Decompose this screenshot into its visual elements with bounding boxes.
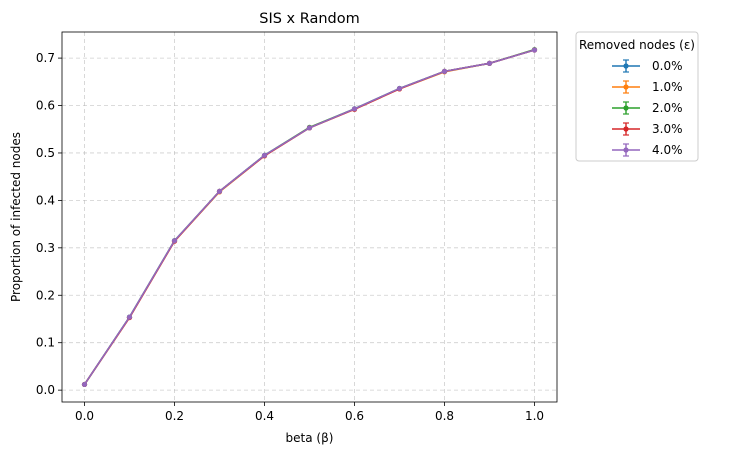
x-tick-label: 0.8 [435, 409, 454, 423]
data-point [81, 381, 88, 388]
legend-label: 4.0% [652, 143, 683, 157]
grid [62, 32, 557, 402]
legend-label: 2.0% [652, 101, 683, 115]
data-point [171, 238, 178, 244]
plot-background [62, 32, 557, 402]
legend-item: 3.0% [612, 122, 683, 136]
y-tick-label: 0.3 [36, 241, 55, 255]
y-axis: 0.0 0.1 0.2 0.3 0.4 0.5 0.6 0.7 [36, 51, 62, 397]
legend-marker [623, 105, 629, 111]
legend-marker [623, 63, 629, 69]
x-tick-label: 0.6 [345, 409, 364, 423]
data-point [396, 85, 403, 92]
legend-title: Removed nodes (ε) [579, 38, 695, 52]
data-point [216, 188, 223, 194]
data-point [351, 106, 358, 112]
y-tick-label: 0.0 [36, 383, 55, 397]
x-tick-label: 0.0 [75, 409, 94, 423]
legend-marker [623, 84, 629, 90]
y-tick-label: 0.4 [36, 193, 55, 207]
data-point [126, 314, 133, 320]
y-tick-label: 0.5 [36, 146, 55, 160]
y-tick-label: 0.1 [36, 336, 55, 350]
chart-title: SIS x Random [259, 11, 360, 27]
x-tick-label: 0.2 [165, 409, 184, 423]
y-axis-label: Proportion of infected nodes [9, 132, 23, 302]
legend: Removed nodes (ε) 0.0% 1.0% 2.0% 3.0% 4.0% [575, 31, 699, 162]
legend-item: 1.0% [612, 80, 683, 94]
legend-marker [623, 147, 629, 153]
legend-item: 2.0% [612, 101, 683, 115]
x-axis-label: beta (β) [286, 431, 334, 445]
plot-frame [61, 31, 558, 403]
y-tick-label: 0.7 [36, 51, 55, 65]
data-point [261, 152, 268, 158]
legend-frame [575, 31, 699, 162]
y-tick-label: 0.6 [36, 99, 55, 113]
data-point [441, 68, 448, 74]
legend-label: 3.0% [652, 122, 683, 136]
data-point [531, 47, 538, 53]
legend-item: 4.0% [612, 143, 683, 157]
x-tick-label: 1.0 [525, 409, 544, 423]
y-tick-label: 0.2 [36, 288, 55, 302]
legend-label: 1.0% [652, 80, 683, 94]
data-point [306, 125, 313, 131]
x-tick-label: 0.4 [255, 409, 274, 423]
legend-marker [623, 126, 629, 132]
series-layer [81, 46, 538, 388]
legend-label: 0.0% [652, 59, 683, 73]
x-axis: 0.0 0.2 0.4 0.6 0.8 1.0 [75, 402, 544, 423]
series-4.0% [81, 47, 538, 388]
legend-item: 0.0% [612, 59, 683, 73]
data-point [486, 60, 493, 66]
